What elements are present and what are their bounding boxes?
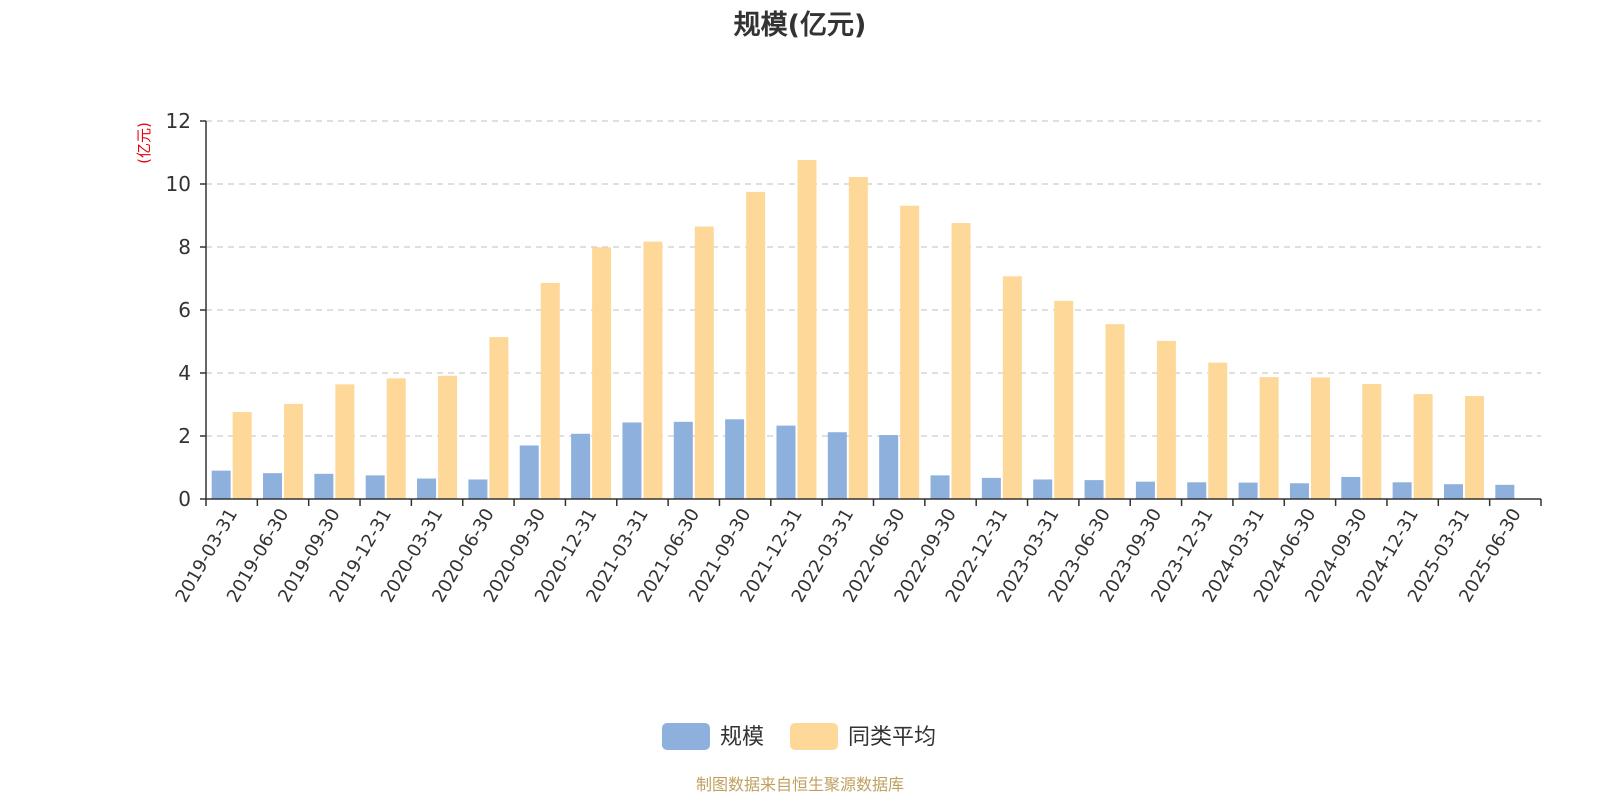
bar-scale-2023-12-31 [1187, 482, 1207, 499]
y-axis-unit: (亿元) [135, 122, 153, 164]
bar-scale-2020-09-30 [519, 445, 539, 499]
bar-scale-2021-03-31 [622, 422, 642, 499]
bar-peer-average-2025-03-31 [1464, 395, 1484, 499]
bar-peer-average-2023-03-31 [1054, 300, 1074, 499]
bar-scale-2024-12-31 [1392, 482, 1412, 499]
bar-peer-average-2020-09-30 [540, 282, 560, 499]
bar-peer-average-2024-06-30 [1310, 377, 1330, 499]
bar-scale-2023-09-30 [1135, 481, 1155, 499]
bar-scale-2021-12-31 [776, 425, 796, 499]
bar-peer-average-2023-09-30 [1156, 340, 1176, 499]
bar-peer-average-2022-06-30 [900, 205, 920, 500]
y-tick-label-0: 0 [178, 487, 191, 511]
grid [206, 120, 1541, 437]
bar-scale-2022-06-30 [879, 435, 899, 499]
legend-label-peer-average[interactable]: 同类平均 [848, 725, 936, 750]
y-tick-label-3: 6 [178, 298, 191, 322]
bar-peer-average-2023-06-30 [1105, 324, 1125, 499]
bar-scale-2022-03-31 [827, 432, 847, 499]
bar-peer-average-2020-03-31 [438, 375, 458, 499]
bar-scale-2022-09-30 [930, 475, 950, 499]
legend-swatch-scale[interactable] [662, 723, 710, 750]
bar-scale-2019-03-31 [211, 470, 231, 499]
bar-peer-average-2024-03-31 [1259, 377, 1279, 499]
bar-peer-average-2021-03-31 [643, 241, 663, 499]
bars [211, 160, 1515, 500]
bar-peer-average-2019-03-31 [232, 412, 252, 499]
bar-scale-2019-09-30 [314, 473, 334, 499]
bar-scale-2025-03-31 [1443, 484, 1463, 499]
bar-scale-2020-03-31 [417, 478, 437, 499]
bar-peer-average-2021-09-30 [746, 191, 766, 499]
bar-peer-average-2023-12-31 [1208, 362, 1228, 499]
y-tick-label-4: 8 [178, 235, 191, 259]
legend-swatch-peer-average[interactable] [790, 723, 838, 750]
bar-peer-average-2021-06-30 [694, 226, 714, 499]
bar-scale-2024-09-30 [1341, 476, 1361, 499]
bar-peer-average-2019-06-30 [284, 403, 304, 499]
x-axis: 2019-03-312019-06-302019-09-302019-12-31… [172, 498, 1542, 606]
y-axis: 0 2 4 6 8 10 12 [166, 109, 207, 511]
y-tick-label-1: 2 [178, 424, 191, 448]
chart-title: 规模(亿元) [734, 10, 867, 41]
bar-scale-2021-09-30 [725, 419, 745, 499]
bar-peer-average-2024-12-31 [1413, 394, 1433, 499]
bar-peer-average-2024-09-30 [1362, 384, 1382, 499]
legend[interactable]: 规模 同类平均 [662, 723, 936, 750]
bar-peer-average-2019-12-31 [386, 378, 406, 499]
bar-peer-average-2021-12-31 [797, 160, 817, 499]
bar-peer-average-2022-09-30 [951, 223, 971, 499]
bar-scale-2021-06-30 [673, 421, 693, 499]
bar-scale-2022-12-31 [981, 477, 1001, 499]
y-tick-label-5: 10 [166, 172, 191, 196]
bar-scale-2024-06-30 [1289, 483, 1309, 499]
bar-scale-2023-06-30 [1084, 480, 1104, 499]
bar-peer-average-2022-03-31 [848, 177, 868, 499]
bar-scale-2020-12-31 [571, 433, 591, 499]
data-source-note: 制图数据来自恒生聚源数据库 [696, 775, 904, 794]
bar-peer-average-2022-12-31 [1002, 276, 1022, 499]
bar-peer-average-2020-12-31 [592, 247, 612, 499]
bar-scale-2019-12-31 [365, 475, 385, 499]
bar-scale-2019-06-30 [263, 473, 283, 499]
bar-scale-2024-03-31 [1238, 482, 1258, 499]
bar-scale-2020-06-30 [468, 479, 488, 499]
bar-peer-average-2020-06-30 [489, 337, 509, 499]
legend-label-scale[interactable]: 规模 [720, 725, 764, 750]
bar-peer-average-2019-09-30 [335, 384, 355, 499]
bar-scale-2025-06-30 [1495, 484, 1515, 499]
y-tick-label-2: 4 [178, 361, 191, 385]
y-tick-label-6: 12 [166, 109, 191, 133]
bar-scale-2023-03-31 [1033, 479, 1053, 499]
